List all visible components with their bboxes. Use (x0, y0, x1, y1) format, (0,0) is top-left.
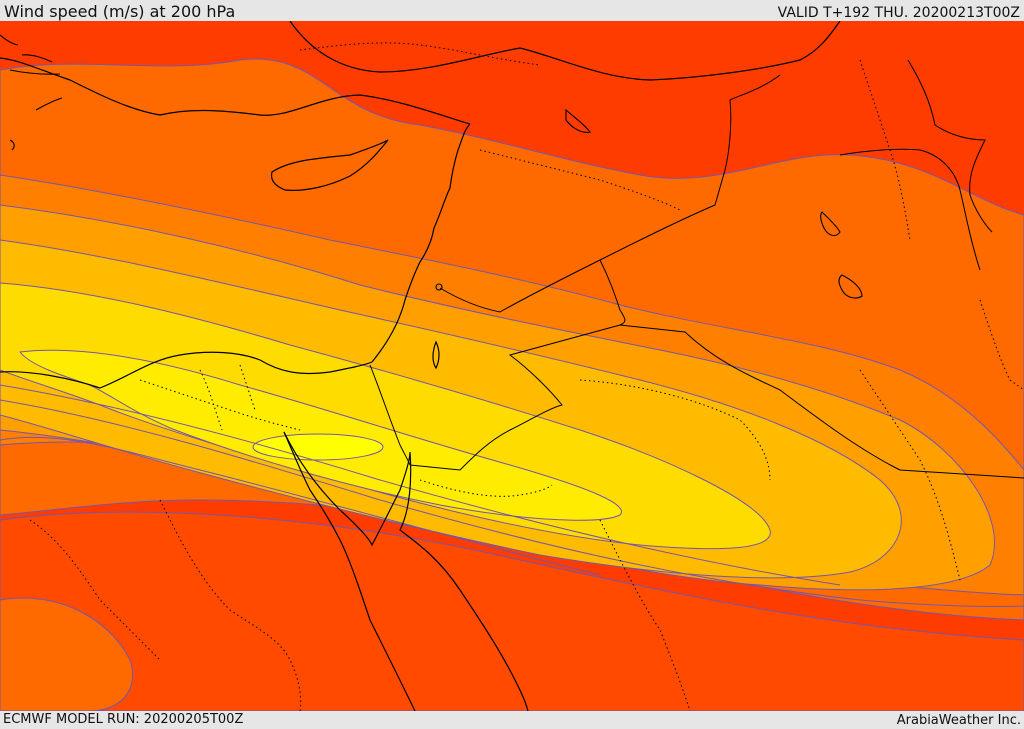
internal-boundary (859, 59, 911, 241)
internal-boundary (979, 299, 1024, 391)
lake-iraq-2 (838, 274, 863, 299)
coastline-north-africa (0, 351, 373, 389)
lake-turkey (565, 108, 591, 133)
sea-of-galilee (435, 283, 443, 291)
internal-boundary (159, 499, 302, 711)
border-line (907, 59, 993, 233)
band-yellow (0, 282, 771, 550)
coastline-black-sea (289, 21, 841, 81)
wind-speed-map (0, 21, 1024, 711)
internal-boundary (859, 369, 961, 581)
border-line (599, 259, 626, 326)
map-canvas (0, 21, 1024, 711)
border-line (839, 148, 981, 271)
dead-sea (432, 340, 440, 370)
band-orange-sw (0, 597, 134, 711)
credit-label: ArabiaWeather Inc. (896, 713, 1021, 728)
internal-boundary (139, 379, 301, 431)
internal-boundary (599, 519, 691, 711)
border-line (439, 287, 501, 313)
coastline-turkey (0, 57, 471, 125)
footer-bar: ECMWF MODEL RUN: 20200205T00Z ArabiaWeat… (0, 711, 1024, 729)
lake-iraq-1 (820, 211, 841, 237)
contour-line (0, 384, 841, 586)
header-bar: Wind speed (m/s) at 200 hPa VALID T+192 … (0, 0, 1024, 21)
map-title: Wind speed (m/s) at 200 hPa (4, 2, 236, 21)
valid-time-label: VALID T+192 THU. 20200213T00Z (777, 5, 1020, 21)
contour-line (0, 436, 601, 576)
border-line (409, 324, 1024, 479)
coastline-red-sea-west (283, 431, 416, 711)
border-line (369, 364, 411, 466)
contour-line (0, 399, 1024, 607)
band-south-red (0, 511, 1024, 711)
internal-boundary (199, 364, 256, 431)
border-line (499, 74, 781, 313)
internal-boundary (579, 379, 771, 481)
band-jet-core (252, 433, 384, 461)
islands-aegean (0, 34, 63, 151)
coastline-red-sea-east (283, 431, 529, 711)
model-run-label: ECMWF MODEL RUN: 20200205T00Z (3, 712, 244, 727)
coastline-levant (371, 123, 471, 363)
island-cyprus (270, 139, 389, 191)
